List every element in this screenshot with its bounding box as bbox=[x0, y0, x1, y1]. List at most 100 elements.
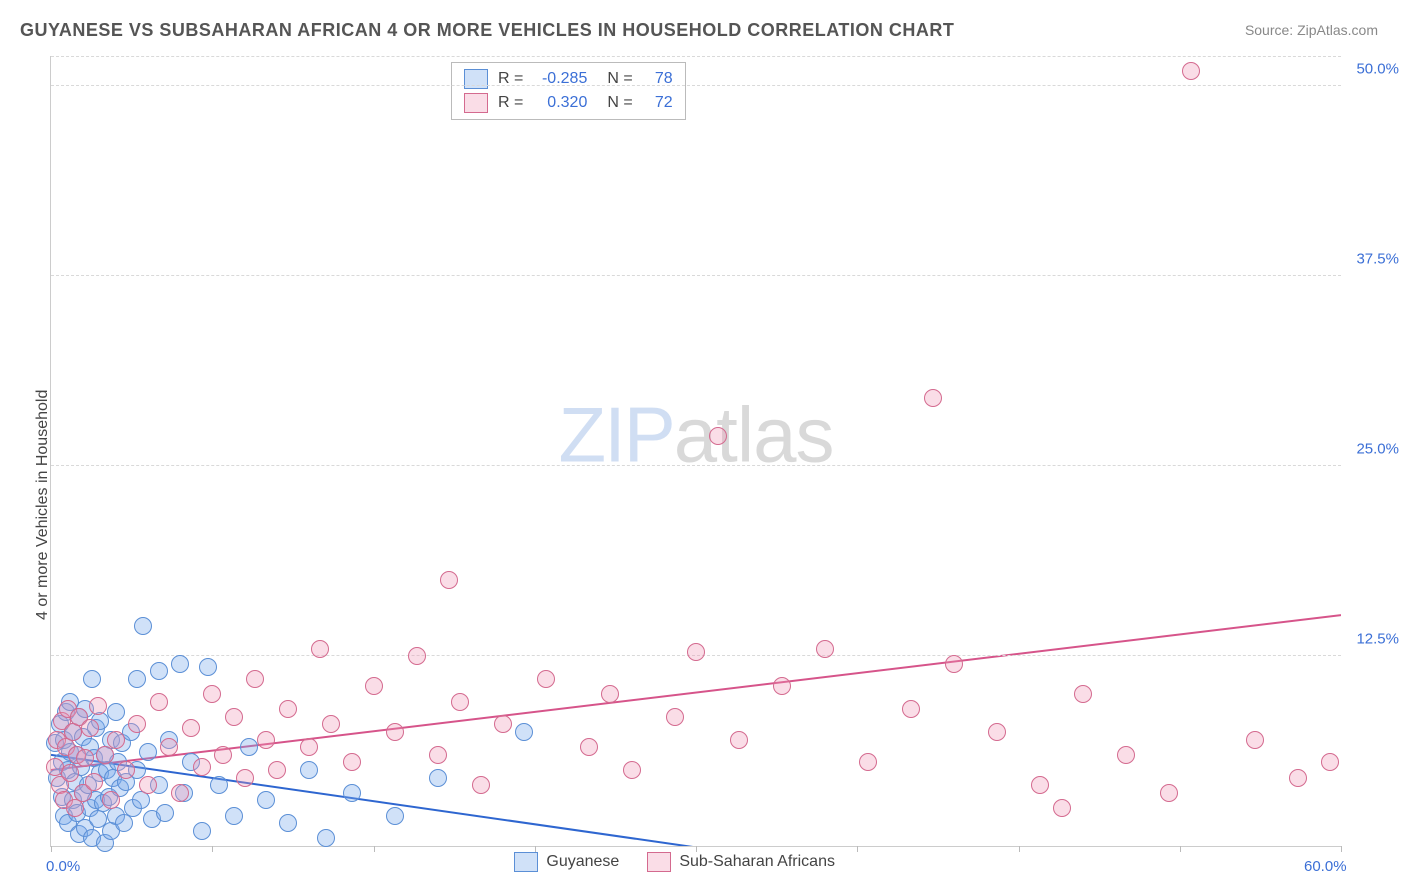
gridline bbox=[51, 56, 1341, 57]
legend-label: Sub-Saharan Africans bbox=[679, 853, 835, 871]
data-point bbox=[171, 784, 189, 802]
data-point bbox=[1160, 784, 1178, 802]
data-point bbox=[89, 697, 107, 715]
data-point bbox=[311, 640, 329, 658]
y-tick-label: 25.0% bbox=[1350, 441, 1399, 458]
data-point bbox=[494, 715, 512, 733]
data-point bbox=[81, 719, 99, 737]
data-point bbox=[1246, 731, 1264, 749]
data-point bbox=[61, 764, 79, 782]
data-point bbox=[193, 822, 211, 840]
data-point bbox=[816, 640, 834, 658]
data-point bbox=[203, 685, 221, 703]
data-point bbox=[182, 719, 200, 737]
plot-area: ZIPatlas R =-0.285N =78R =0.320N =72 12.… bbox=[50, 56, 1341, 847]
data-point bbox=[236, 769, 254, 787]
data-point bbox=[601, 685, 619, 703]
x-tick bbox=[857, 846, 858, 852]
data-point bbox=[214, 746, 232, 764]
data-point bbox=[96, 746, 114, 764]
data-point bbox=[440, 571, 458, 589]
stat-r-value: 0.320 bbox=[533, 94, 587, 112]
data-point bbox=[386, 723, 404, 741]
x-tick bbox=[1019, 846, 1020, 852]
data-point bbox=[257, 731, 275, 749]
y-tick-label: 50.0% bbox=[1350, 61, 1399, 78]
stat-n-label: N = bbox=[607, 94, 632, 112]
data-point bbox=[429, 769, 447, 787]
data-point bbox=[279, 814, 297, 832]
stat-n-value: 72 bbox=[643, 94, 673, 112]
x-tick bbox=[51, 846, 52, 852]
stats-row: R =-0.285N =78 bbox=[452, 67, 685, 91]
data-point bbox=[1182, 62, 1200, 80]
watermark: ZIPatlas bbox=[558, 390, 833, 481]
data-point bbox=[225, 807, 243, 825]
data-point bbox=[408, 647, 426, 665]
legend-swatch bbox=[647, 852, 671, 872]
data-point bbox=[225, 708, 243, 726]
stats-box: R =-0.285N =78 R = 0.320 N = 72 bbox=[451, 62, 686, 120]
x-axis-max-label: 60.0% bbox=[1304, 858, 1347, 875]
data-point bbox=[193, 758, 211, 776]
legend-item: Sub-Saharan Africans bbox=[647, 852, 835, 872]
data-point bbox=[83, 670, 101, 688]
chart-title: GUYANESE VS SUBSAHARAN AFRICAN 4 OR MORE… bbox=[20, 20, 954, 41]
data-point bbox=[150, 662, 168, 680]
data-point bbox=[343, 753, 361, 771]
data-point bbox=[386, 807, 404, 825]
data-point bbox=[709, 427, 727, 445]
data-point bbox=[580, 738, 598, 756]
gridline bbox=[51, 85, 1341, 86]
data-point bbox=[1053, 799, 1071, 817]
data-point bbox=[773, 677, 791, 695]
data-point bbox=[139, 776, 157, 794]
data-point bbox=[107, 731, 125, 749]
data-point bbox=[451, 693, 469, 711]
data-point bbox=[365, 677, 383, 695]
stat-r-label: R = bbox=[498, 94, 523, 112]
data-point bbox=[1289, 769, 1307, 787]
source-prefix: Source: bbox=[1245, 22, 1297, 38]
data-point bbox=[107, 703, 125, 721]
y-tick-label: 12.5% bbox=[1350, 631, 1399, 648]
gridline bbox=[51, 275, 1341, 276]
data-point bbox=[945, 655, 963, 673]
data-point bbox=[246, 670, 264, 688]
gridline bbox=[51, 465, 1341, 466]
data-point bbox=[85, 773, 103, 791]
data-point bbox=[1074, 685, 1092, 703]
data-point bbox=[128, 670, 146, 688]
data-point bbox=[1321, 753, 1339, 771]
data-point bbox=[730, 731, 748, 749]
data-point bbox=[210, 776, 228, 794]
data-point bbox=[537, 670, 555, 688]
legend-swatch bbox=[514, 852, 538, 872]
data-point bbox=[150, 693, 168, 711]
data-point bbox=[515, 723, 533, 741]
data-point bbox=[300, 738, 318, 756]
data-point bbox=[317, 829, 335, 847]
data-point bbox=[429, 746, 447, 764]
legend-label: Guyanese bbox=[546, 853, 619, 871]
data-point bbox=[1117, 746, 1135, 764]
data-point bbox=[902, 700, 920, 718]
x-tick bbox=[374, 846, 375, 852]
source-link[interactable]: ZipAtlas.com bbox=[1297, 22, 1378, 38]
data-point bbox=[117, 761, 135, 779]
data-point bbox=[300, 761, 318, 779]
data-point bbox=[623, 761, 641, 779]
data-point bbox=[322, 715, 340, 733]
trendlines-svg bbox=[51, 56, 1341, 846]
data-point bbox=[859, 753, 877, 771]
series-swatch bbox=[464, 93, 488, 113]
data-point bbox=[924, 389, 942, 407]
data-point bbox=[128, 715, 146, 733]
data-point bbox=[102, 791, 120, 809]
data-point bbox=[1031, 776, 1049, 794]
data-point bbox=[160, 738, 178, 756]
x-tick bbox=[212, 846, 213, 852]
x-axis-min-label: 0.0% bbox=[46, 858, 80, 875]
legend: Guyanese Sub-Saharan Africans bbox=[514, 852, 835, 872]
data-point bbox=[199, 658, 217, 676]
